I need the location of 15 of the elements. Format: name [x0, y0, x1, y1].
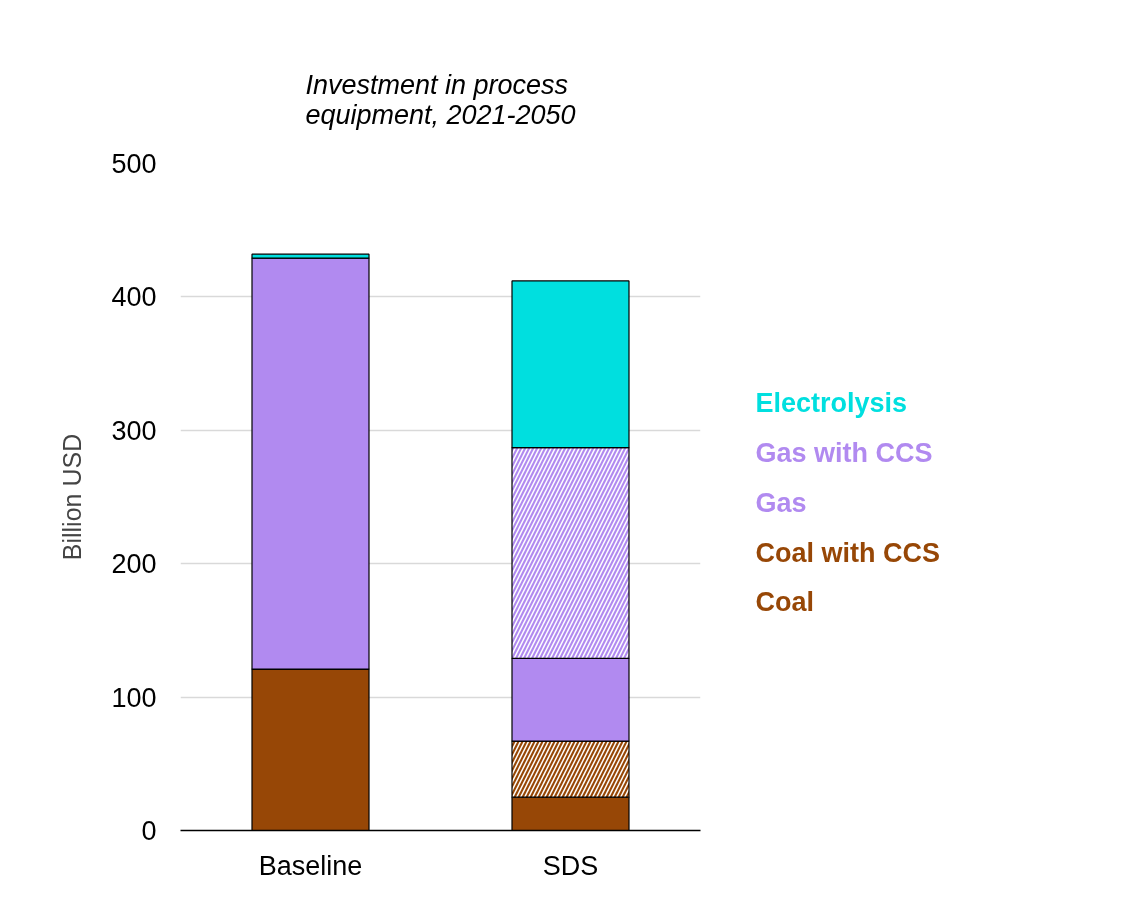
text: Coal with CCS [755, 537, 941, 568]
y-tick-label: 500 [111, 149, 157, 179]
y-tick-label: 400 [111, 282, 157, 313]
x-tick-label: SDS [542, 850, 599, 881]
y-tick-label: 300 [111, 415, 157, 446]
text: Electrolysis [755, 388, 908, 419]
text: Gas with CCS [755, 438, 933, 469]
chart-title: Investment in process equipment, 2021-2050 [305, 69, 576, 130]
x-tick-label: Baseline [258, 850, 363, 881]
y-tick-label: 100 [111, 682, 157, 713]
text: Coal [755, 587, 815, 618]
y-tick-label: 0 [141, 816, 157, 846]
y-axis-title: Billion USD [58, 433, 87, 561]
text: Gas [755, 487, 807, 518]
y-tick-label: 200 [111, 549, 157, 580]
